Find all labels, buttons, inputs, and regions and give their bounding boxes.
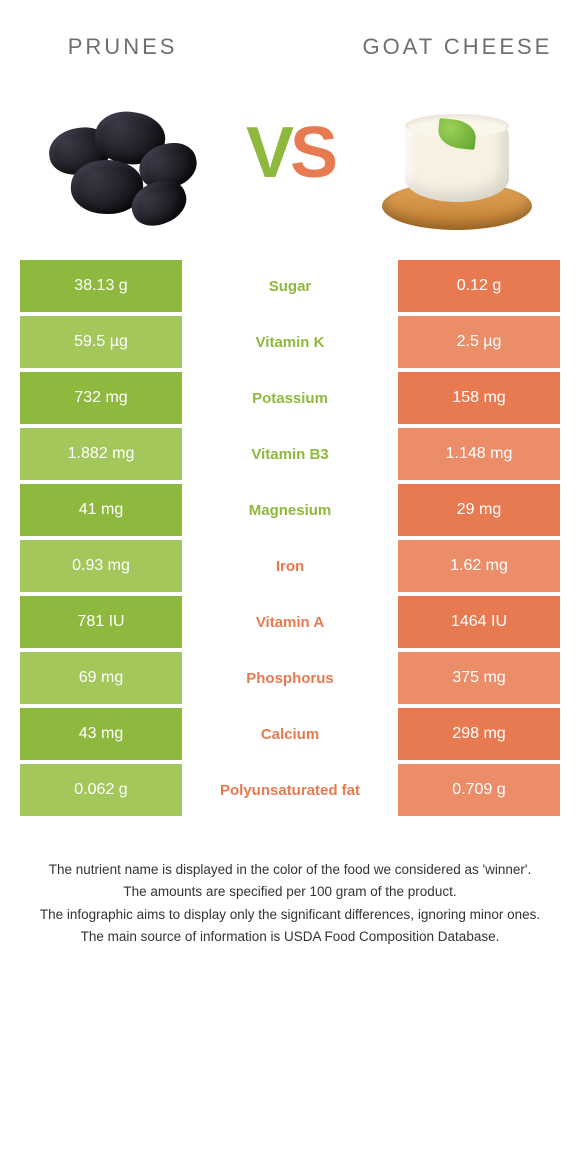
left-value: 781 IU — [20, 596, 182, 648]
right-value: 0.709 g — [398, 764, 560, 816]
nutrient-row: 38.13 gSugar0.12 g — [20, 260, 560, 312]
right-value: 375 mg — [398, 652, 560, 704]
comparison-header: PRUNES VS GOAT CHEESE — [20, 20, 560, 236]
right-value: 1464 IU — [398, 596, 560, 648]
right-value: 0.12 g — [398, 260, 560, 312]
nutrient-row: 41 mgMagnesium29 mg — [20, 484, 560, 536]
right-value: 158 mg — [398, 372, 560, 424]
left-value: 1.882 mg — [20, 428, 182, 480]
footnote-line: The main source of information is USDA F… — [20, 927, 560, 947]
footnote-line: The infographic aims to display only the… — [20, 905, 560, 925]
nutrient-name: Magnesium — [182, 484, 398, 536]
footnotes: The nutrient name is displayed in the co… — [20, 860, 560, 947]
left-value: 732 mg — [20, 372, 182, 424]
prunes-icon — [43, 86, 203, 236]
left-value: 69 mg — [20, 652, 182, 704]
nutrient-name: Potassium — [182, 372, 398, 424]
left-value: 0.93 mg — [20, 540, 182, 592]
nutrient-name: Phosphorus — [182, 652, 398, 704]
footnote-line: The nutrient name is displayed in the co… — [20, 860, 560, 880]
nutrient-row: 0.93 mgIron1.62 mg — [20, 540, 560, 592]
right-value: 1.148 mg — [398, 428, 560, 480]
nutrient-name: Vitamin A — [182, 596, 398, 648]
right-value: 1.62 mg — [398, 540, 560, 592]
left-value: 38.13 g — [20, 260, 182, 312]
vs-label: VS — [246, 117, 334, 189]
nutrient-row: 1.882 mgVitamin B31.148 mg — [20, 428, 560, 480]
footnote-line: The amounts are specified per 100 gram o… — [20, 882, 560, 902]
goat-cheese-icon — [377, 86, 537, 236]
nutrient-row: 43 mgCalcium298 mg — [20, 708, 560, 760]
nutrient-row: 732 mgPotassium158 mg — [20, 372, 560, 424]
left-food-title: PRUNES — [20, 20, 225, 74]
left-value: 43 mg — [20, 708, 182, 760]
nutrient-name: Sugar — [182, 260, 398, 312]
left-value: 41 mg — [20, 484, 182, 536]
nutrient-name: Vitamin K — [182, 316, 398, 368]
nutrient-row: 781 IUVitamin A1464 IU — [20, 596, 560, 648]
nutrient-table: 38.13 gSugar0.12 g59.5 µgVitamin K2.5 µg… — [20, 256, 560, 820]
right-value: 29 mg — [398, 484, 560, 536]
nutrient-row: 0.062 gPolyunsaturated fat0.709 g — [20, 764, 560, 816]
right-food: GOAT CHEESE — [355, 20, 560, 236]
nutrient-name: Calcium — [182, 708, 398, 760]
right-food-title: GOAT CHEESE — [355, 20, 560, 74]
left-value: 59.5 µg — [20, 316, 182, 368]
nutrient-name: Polyunsaturated fat — [182, 764, 398, 816]
right-value: 2.5 µg — [398, 316, 560, 368]
nutrient-row: 69 mgPhosphorus375 mg — [20, 652, 560, 704]
left-value: 0.062 g — [20, 764, 182, 816]
left-food: PRUNES — [20, 20, 225, 236]
nutrient-row: 59.5 µgVitamin K2.5 µg — [20, 316, 560, 368]
right-value: 298 mg — [398, 708, 560, 760]
nutrient-name: Vitamin B3 — [182, 428, 398, 480]
nutrient-name: Iron — [182, 540, 398, 592]
